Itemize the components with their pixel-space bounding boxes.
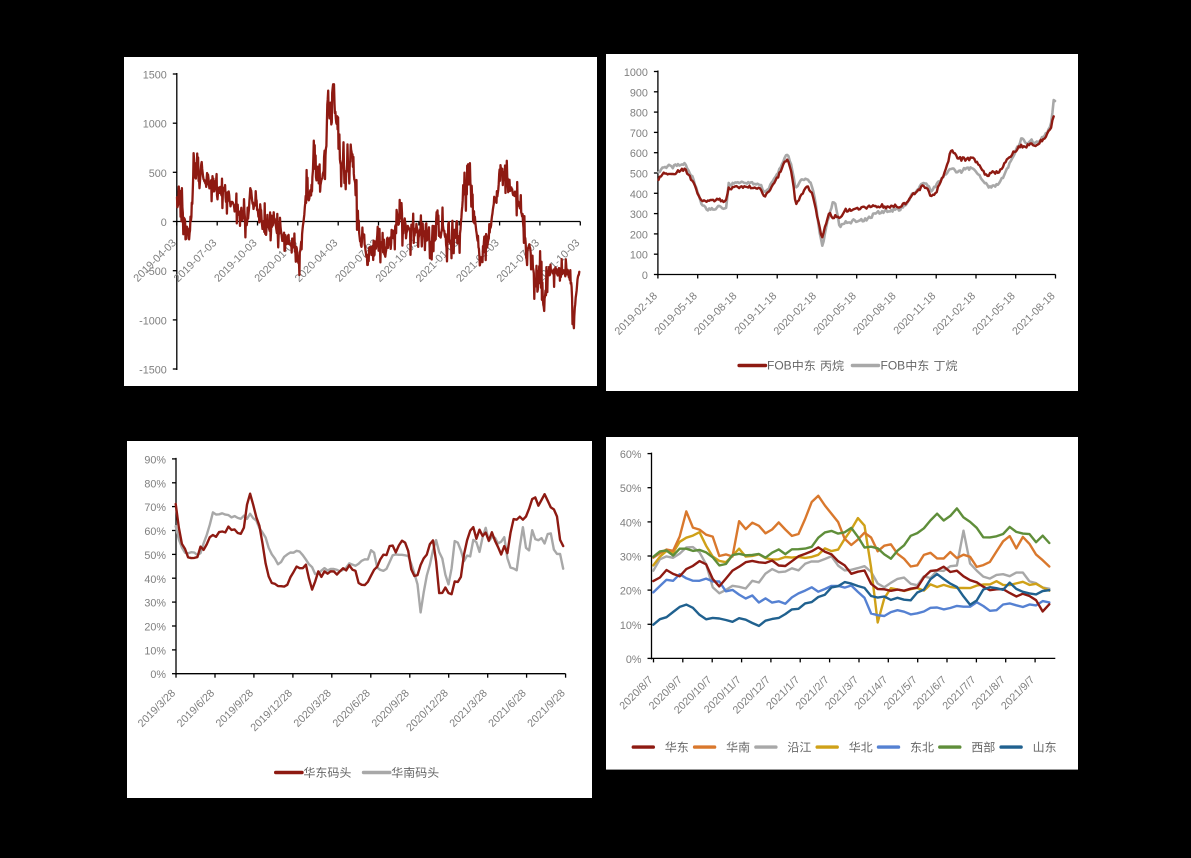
svg-text:20%: 20% bbox=[620, 586, 642, 598]
svg-text:400: 400 bbox=[629, 188, 647, 200]
svg-text:500: 500 bbox=[629, 168, 647, 180]
svg-text:0%: 0% bbox=[150, 669, 166, 681]
svg-text:FOB: FOB bbox=[880, 358, 905, 372]
svg-text:30%: 30% bbox=[144, 598, 166, 610]
svg-text:-1500: -1500 bbox=[139, 364, 167, 376]
svg-text:30%: 30% bbox=[620, 552, 642, 564]
svg-text:0: 0 bbox=[160, 217, 166, 229]
svg-text:0%: 0% bbox=[626, 654, 642, 666]
svg-text:-500: -500 bbox=[145, 266, 167, 278]
svg-text:800: 800 bbox=[629, 107, 647, 119]
svg-text:80%: 80% bbox=[144, 478, 166, 490]
svg-text:100: 100 bbox=[629, 249, 647, 261]
svg-text:1000: 1000 bbox=[142, 118, 166, 130]
svg-text:FOB: FOB bbox=[767, 358, 792, 372]
svg-text:900: 900 bbox=[629, 87, 647, 99]
svg-text:60%: 60% bbox=[620, 449, 642, 461]
svg-text:50%: 50% bbox=[620, 484, 642, 496]
svg-text:90%: 90% bbox=[144, 454, 166, 466]
svg-text:40%: 40% bbox=[144, 574, 166, 586]
svg-text:40%: 40% bbox=[620, 518, 642, 530]
svg-text:70%: 70% bbox=[144, 502, 166, 514]
svg-text:50%: 50% bbox=[144, 550, 166, 562]
svg-text:-1000: -1000 bbox=[139, 315, 167, 327]
svg-text:10%: 10% bbox=[620, 620, 642, 632]
svg-text:1500: 1500 bbox=[142, 69, 166, 81]
svg-text:60%: 60% bbox=[144, 526, 166, 538]
svg-text:300: 300 bbox=[629, 209, 647, 221]
svg-text:0: 0 bbox=[641, 269, 647, 281]
svg-text:500: 500 bbox=[148, 167, 166, 179]
svg-text:1000: 1000 bbox=[623, 66, 647, 78]
svg-text:700: 700 bbox=[629, 127, 647, 139]
svg-text:10%: 10% bbox=[144, 645, 166, 657]
svg-text:600: 600 bbox=[629, 148, 647, 160]
svg-text:200: 200 bbox=[629, 229, 647, 241]
svg-text:20%: 20% bbox=[144, 621, 166, 633]
